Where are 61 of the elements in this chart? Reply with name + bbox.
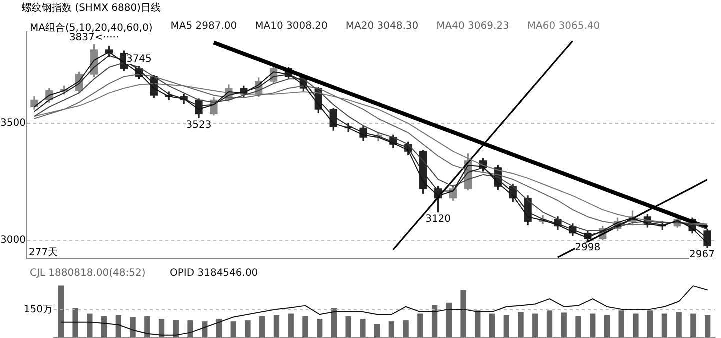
bar (302, 316, 308, 338)
annotation: 2967 (690, 250, 715, 261)
bar (561, 312, 567, 338)
bar (374, 324, 380, 338)
y-tick-label: 3000 (0, 234, 26, 246)
bar (460, 290, 466, 338)
bar (475, 310, 481, 338)
bar (144, 316, 150, 338)
text: OPID 3184546.00 (170, 268, 258, 279)
text: MA5 2987.00 (170, 21, 238, 34)
bar (633, 314, 639, 338)
bar (288, 314, 294, 338)
bar (245, 320, 251, 338)
bar (230, 322, 236, 338)
text: MA40 3069.23 (436, 21, 510, 34)
bar (403, 320, 409, 338)
bar (432, 305, 438, 338)
bar (532, 314, 538, 338)
annotation: 277天 (29, 248, 58, 259)
text: MA20 3048.30 (346, 21, 419, 34)
text: MA60 3065.40 (527, 21, 600, 34)
bar (101, 316, 108, 338)
bar (704, 315, 711, 338)
bar (546, 310, 553, 338)
bar (690, 314, 696, 338)
bar (331, 308, 338, 338)
annotation: 3837<····· (69, 32, 120, 44)
bar (130, 317, 136, 338)
bar (188, 320, 194, 338)
bar (72, 308, 78, 338)
annotation: 3120 (426, 214, 452, 225)
bar (576, 316, 582, 338)
y-tick-label: 3500 (0, 118, 26, 130)
ref-line-label: 150万 (24, 304, 53, 316)
bar (274, 315, 280, 338)
bar (648, 310, 654, 338)
bar (418, 314, 424, 338)
text: CJL 1880818.00(48:52) (30, 268, 146, 279)
bar (518, 312, 524, 338)
bar (446, 302, 452, 338)
annotation: 3523 (186, 120, 212, 131)
bar (87, 314, 93, 338)
bar (388, 322, 395, 338)
annotation: 3745 (126, 54, 152, 65)
legend-title: MA组合(5,10,20,40,60,0) (30, 22, 153, 34)
bar (604, 315, 610, 338)
bar (590, 314, 596, 338)
bar (618, 310, 624, 338)
bar (317, 318, 323, 338)
bar (116, 315, 122, 338)
text: MA10 3008.20 (255, 21, 328, 34)
annotation: 2998 (575, 242, 601, 254)
bar (662, 314, 668, 338)
chart-title: 螺纹钢指数 (SHMX 6880)日线 (22, 2, 161, 15)
bar (58, 286, 64, 338)
bar (489, 314, 496, 338)
bar (346, 316, 352, 338)
bar (360, 318, 366, 338)
bar (504, 315, 510, 338)
bar (676, 312, 682, 338)
bar (260, 316, 266, 338)
